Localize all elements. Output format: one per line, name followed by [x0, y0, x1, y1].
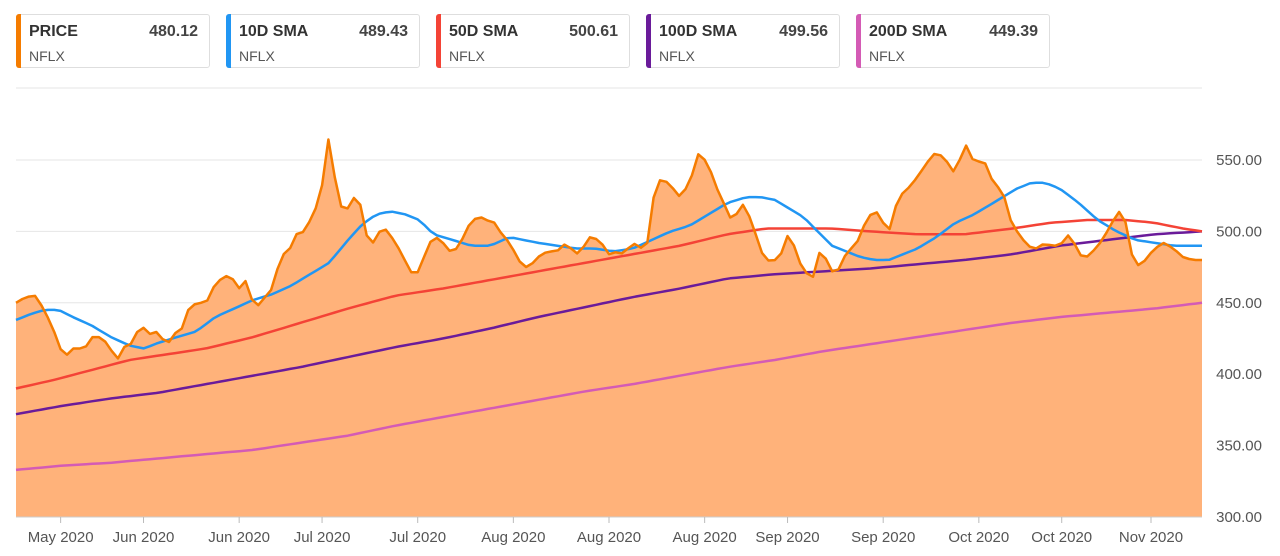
y-tick-label: 550.00	[1216, 152, 1262, 169]
legend-series-value: 489.43	[359, 23, 408, 40]
x-tick-label: Nov 2020	[1119, 529, 1183, 546]
price-area-fill	[16, 139, 1202, 517]
legend-series-value: 500.61	[569, 23, 618, 40]
y-tick-label: 300.00	[1216, 509, 1262, 526]
legend-series-name: PRICE	[29, 23, 78, 40]
series-line-50d-sma	[15, 218, 1203, 390]
x-tick-label: Jul 2020	[294, 529, 351, 546]
legend-series-symbol: NFLX	[449, 48, 485, 64]
legend-card-100d-sma[interactable]: 100D SMA 499.56 NFLX	[646, 14, 840, 68]
legend-card-price[interactable]: PRICE 480.12 NFLX	[16, 14, 210, 68]
legend-color-bar	[226, 14, 231, 68]
series-line-price	[15, 138, 1202, 360]
legend-color-bar	[436, 14, 441, 68]
x-axis: May 2020 Jun 2020 Jun 2020 Jul 2020 Jul 2020…	[16, 516, 1202, 546]
x-tick-label: Jun 2020	[208, 529, 270, 546]
legend-card-50d-sma[interactable]: 50D SMA 500.61 NFLX	[436, 14, 630, 68]
y-tick-label: 450.00	[1216, 295, 1262, 312]
legend-color-bar	[856, 14, 861, 68]
series-line-100d-sma	[15, 230, 1203, 416]
x-tick-label: Aug 2020	[481, 529, 545, 546]
legend-series-value: 480.12	[149, 23, 198, 40]
y-tick-label: 400.00	[1216, 366, 1262, 383]
x-tick-label: May 2020	[28, 529, 94, 546]
legend-series-name: 10D SMA	[239, 23, 309, 40]
legend-series-value: 449.39	[989, 23, 1038, 40]
y-tick-label: 500.00	[1216, 223, 1262, 240]
legend-series-symbol: NFLX	[869, 48, 905, 64]
legend-card-200d-sma[interactable]: 200D SMA 449.39 NFLX	[856, 14, 1050, 68]
price-area	[16, 139, 1202, 517]
series-lines	[15, 138, 1203, 472]
legend-color-bar	[16, 14, 21, 68]
x-tick-label: Sep 2020	[851, 529, 915, 546]
legend-series-name: 100D SMA	[659, 23, 738, 40]
y-tick-label: 350.00	[1216, 438, 1262, 455]
legend-card-10d-sma[interactable]: 10D SMA 489.43 NFLX	[226, 14, 420, 68]
legend-series-symbol: NFLX	[659, 48, 695, 64]
x-tick-label: Jun 2020	[113, 529, 175, 546]
y-axis: 300.00 350.00 400.00 450.00 500.00 550.00	[1216, 152, 1262, 526]
legend-series-symbol: NFLX	[29, 48, 65, 64]
x-tick-label: Oct 2020	[948, 529, 1009, 546]
legend-series-name: 200D SMA	[869, 23, 948, 40]
x-tick-label: Sep 2020	[755, 529, 819, 546]
x-tick-label: Aug 2020	[673, 529, 737, 546]
legend-color-bar	[646, 14, 651, 68]
legend-series-name: 50D SMA	[449, 23, 519, 40]
x-tick-label: Jul 2020	[389, 529, 446, 546]
legend-series-symbol: NFLX	[239, 48, 275, 64]
x-tick-label: Oct 2020	[1031, 529, 1092, 546]
legend-series-value: 499.56	[779, 23, 828, 40]
series-line-200d-sma	[15, 301, 1203, 472]
x-tick-label: Aug 2020	[577, 529, 641, 546]
